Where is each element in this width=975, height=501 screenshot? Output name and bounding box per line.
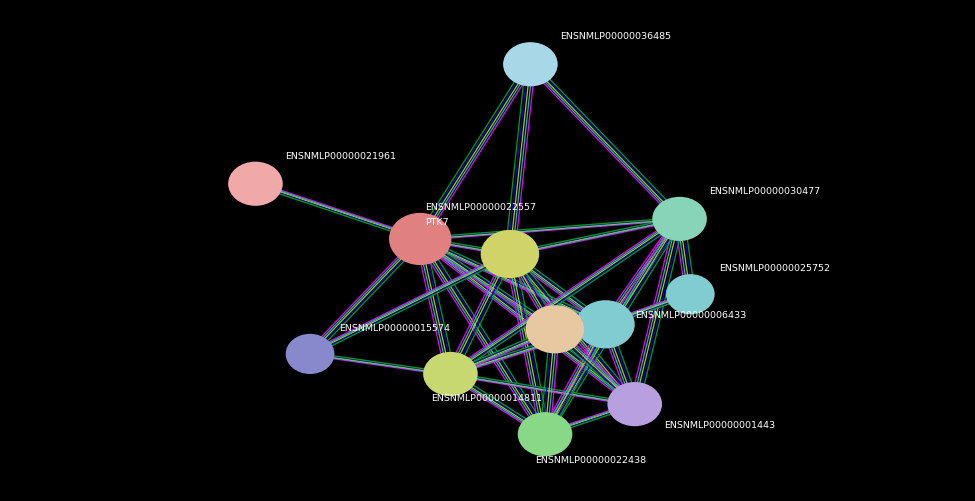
Ellipse shape: [652, 197, 707, 241]
Text: ENSNMLP00000036485: ENSNMLP00000036485: [560, 32, 671, 41]
Ellipse shape: [607, 382, 662, 426]
Ellipse shape: [503, 43, 558, 87]
Text: ENSNMLP00000001443: ENSNMLP00000001443: [664, 420, 775, 429]
Text: ENSNMLP00000022438: ENSNMLP00000022438: [535, 455, 646, 464]
Ellipse shape: [481, 230, 539, 279]
Ellipse shape: [389, 213, 451, 266]
Ellipse shape: [526, 306, 584, 354]
Ellipse shape: [666, 275, 715, 315]
Ellipse shape: [423, 352, 478, 396]
Text: ENSNMLP00000022557: ENSNMLP00000022557: [425, 203, 536, 212]
Text: ENSNMLP00000025752: ENSNMLP00000025752: [720, 264, 831, 273]
Ellipse shape: [576, 301, 635, 349]
Ellipse shape: [286, 334, 334, 374]
Text: PTK7: PTK7: [425, 218, 449, 227]
Ellipse shape: [228, 162, 283, 206]
Text: ENSNMLP00000006433: ENSNMLP00000006433: [635, 311, 746, 320]
Text: ENSNMLP00000014811: ENSNMLP00000014811: [431, 393, 542, 402]
Text: ENSNMLP00000015574: ENSNMLP00000015574: [339, 323, 450, 332]
Text: ENSNMLP00000021961: ENSNMLP00000021961: [285, 151, 396, 160]
Text: ENSNMLP00000030477: ENSNMLP00000030477: [709, 186, 820, 195]
Ellipse shape: [518, 412, 572, 456]
